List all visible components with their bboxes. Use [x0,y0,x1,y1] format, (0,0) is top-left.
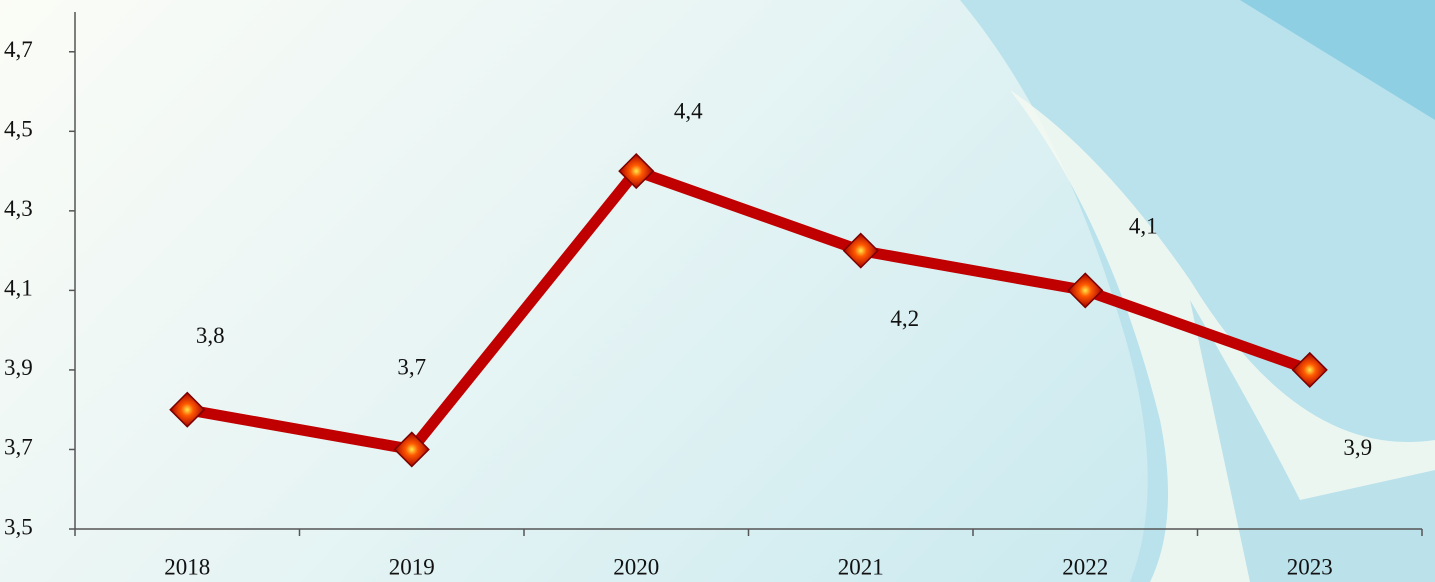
x-tick-label: 2023 [1287,554,1333,579]
x-tick-label: 2018 [164,554,210,579]
data-label: 3,9 [1343,435,1372,460]
x-tick-label: 2019 [389,554,435,579]
data-label: 3,7 [397,355,426,380]
point-marker [618,153,655,190]
x-tick-label: 2021 [838,554,884,579]
y-tick-label: 4,5 [4,117,33,142]
point-marker [393,431,430,468]
point-marker [842,232,879,269]
y-tick-label: 4,3 [4,196,33,221]
x-tick-label: 2022 [1062,554,1108,579]
y-tick-label: 3,5 [4,514,33,539]
y-tick-label: 3,7 [4,435,33,460]
point-marker [1291,351,1328,388]
x-tick-label: 2020 [613,554,659,579]
y-tick-label: 4,1 [4,276,33,301]
data-label: 4,4 [674,98,703,123]
point-marker [169,391,206,428]
y-tick-label: 3,9 [4,355,33,380]
series-line [186,165,1312,455]
y-tick-label: 4,7 [4,37,33,62]
data-label: 3,8 [196,323,225,348]
data-label: 4,2 [890,306,919,331]
point-marker [1067,272,1104,309]
data-label: 4,1 [1129,214,1158,239]
